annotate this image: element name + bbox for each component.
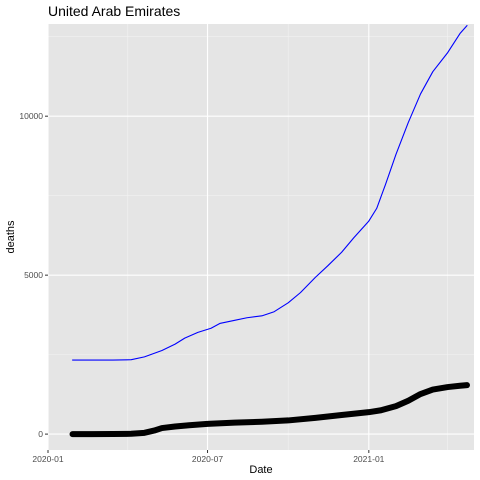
series-line-2 <box>69 382 470 438</box>
x-axis-title: Date <box>249 464 272 476</box>
series-line-1 <box>71 25 468 361</box>
x-tick-label: 2020-07 <box>192 454 223 464</box>
x-axis: 2020-01 2020-07 2021-01 <box>32 450 385 464</box>
chart-title: United Arab Emirates <box>48 3 180 19</box>
y-axis: 0 5000 10000 <box>19 111 48 439</box>
y-tick-label: 10000 <box>19 111 43 121</box>
minor-gridlines <box>48 24 474 450</box>
y-tick-label: 5000 <box>24 270 43 280</box>
series-layer <box>69 25 470 438</box>
major-gridlines <box>47 24 474 450</box>
y-tick-label: 0 <box>38 429 43 439</box>
y-axis-title: deaths <box>5 220 17 254</box>
x-tick-label: 2020-01 <box>32 454 63 464</box>
plot-panel <box>48 24 474 450</box>
x-tick-label: 2021-01 <box>353 454 384 464</box>
